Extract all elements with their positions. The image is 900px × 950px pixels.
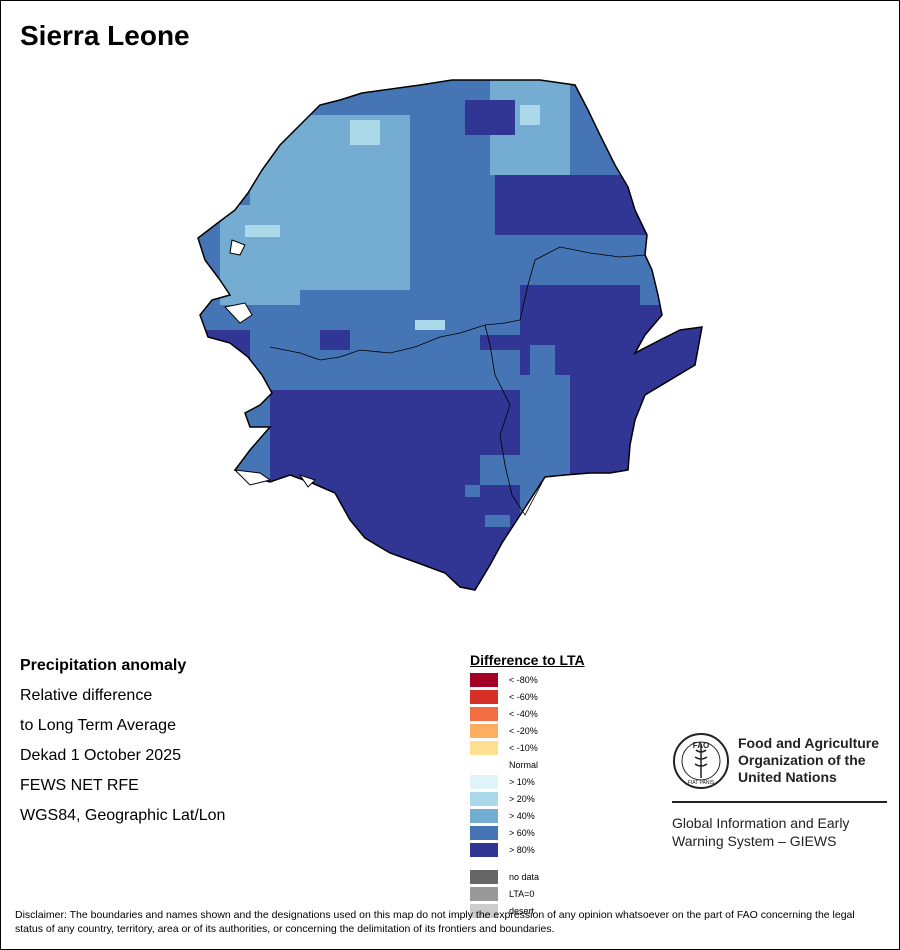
legend-label: LTA=0 — [509, 889, 535, 899]
country-border — [197, 79, 703, 591]
legend-item: < -20% — [470, 724, 585, 741]
legend-title: Difference to LTA — [470, 652, 585, 668]
legend-swatch — [470, 904, 498, 918]
legend-swatch — [470, 826, 498, 840]
info-line: Dekad 1 October 2025 — [20, 747, 181, 764]
giews-name: Global Information and Early Warning Sys… — [672, 814, 849, 850]
raster-cell-gt60 — [480, 455, 520, 485]
legend-item: LTA=0 — [470, 887, 585, 904]
raster-cell-gt40 — [220, 205, 300, 305]
legend-swatch — [470, 673, 498, 687]
legend-swatch — [470, 758, 498, 772]
raster-cell-gt80 — [465, 100, 515, 135]
disclaimer: Disclaimer: The boundaries and names sho… — [15, 909, 855, 935]
legend-label: < -20% — [509, 726, 538, 736]
fao-emblem-motto: FIAT PANIS — [688, 780, 715, 786]
legend-swatch — [470, 690, 498, 704]
legend-item: < -60% — [470, 690, 585, 707]
legend-item: > 60% — [470, 826, 585, 843]
anomaly-raster — [198, 80, 702, 590]
legend-item: desert — [470, 904, 585, 921]
info-line: WGS84, Geographic Lat/Lon — [20, 807, 226, 824]
map-title: Sierra Leone — [20, 20, 190, 51]
fao-emblem-icon: FAO FIAT PANIS — [673, 733, 729, 789]
legend-item: < -80% — [470, 673, 585, 690]
info-heading: Precipitation anomaly — [20, 657, 187, 674]
legend-label: < -60% — [509, 692, 538, 702]
info-line: Relative difference — [20, 687, 153, 704]
fao-emblem-letters: FAO — [693, 741, 709, 750]
info-line: FEWS NET RFE — [20, 777, 139, 794]
legend-item: < -40% — [470, 707, 585, 724]
legend-label: > 40% — [509, 811, 535, 821]
giews-name-line: Warning System – GIEWS — [672, 833, 837, 849]
raster-cell-gt20 — [415, 320, 445, 330]
legend-label: > 60% — [509, 828, 535, 838]
fao-org-name: Food and Agriculture Organization of the… — [738, 735, 879, 786]
province-boundary-southern — [484, 324, 546, 516]
raster-cell-gt80 — [270, 390, 520, 590]
province-boundary-eastern — [519, 246, 646, 321]
legend-swatch — [470, 809, 498, 823]
legend-label: Normal — [509, 760, 539, 770]
fao-org-name-line: Organization of the — [738, 752, 866, 768]
legend-label: < -80% — [509, 675, 538, 685]
legend-swatch — [470, 870, 498, 884]
raster-cell-gt20 — [245, 225, 280, 237]
legend-item: no data — [470, 870, 585, 887]
fao-org-name-line: Food and Agriculture — [738, 735, 880, 751]
raster-cell-gt60 — [250, 350, 520, 390]
legend-swatch — [470, 887, 498, 901]
legend-label: < -40% — [509, 709, 538, 719]
raster-cell-gt80 — [555, 305, 702, 485]
legend-label: no data — [509, 872, 540, 882]
legend: Difference to LTA < -80% < -60% < -40% <… — [470, 652, 585, 921]
coastal-islands — [224, 239, 316, 488]
legend-label: desert — [509, 906, 535, 916]
map-info: Precipitation anomaly Relative differenc… — [20, 656, 225, 836]
legend-label: < -10% — [509, 743, 538, 753]
legend-swatch — [470, 792, 498, 806]
legend-swatch — [470, 707, 498, 721]
legend-item: Normal — [470, 758, 585, 775]
legend-item: > 10% — [470, 775, 585, 792]
province-boundary-north-south — [269, 319, 521, 361]
legend-label: > 10% — [509, 777, 535, 787]
fao-org-name-line: United Nations — [738, 769, 837, 785]
raster-cell-gt80 — [495, 175, 665, 235]
raster-cell-gt80 — [198, 330, 250, 385]
raster-cell-gt60 — [520, 375, 570, 485]
legend-label: > 80% — [509, 845, 535, 855]
legend-item: > 80% — [470, 843, 585, 860]
precipitation-anomaly-map — [197, 79, 703, 591]
raster-cell-gt20 — [350, 120, 380, 145]
legend-swatch — [470, 775, 498, 789]
legend-swatch — [470, 741, 498, 755]
giews-name-line: Global Information and Early — [672, 815, 850, 831]
legend-label: > 20% — [509, 794, 535, 804]
raster-cell-gt20 — [520, 105, 540, 125]
info-line: to Long Term Average — [20, 717, 176, 734]
legend-swatch — [470, 843, 498, 857]
legend-swatch — [470, 724, 498, 738]
raster-cell-gt60 — [485, 515, 510, 527]
legend-item: < -10% — [470, 741, 585, 758]
legend-item: > 20% — [470, 792, 585, 809]
legend-item: > 40% — [470, 809, 585, 826]
fao-divider — [672, 801, 887, 803]
raster-cell-gt60 — [465, 485, 480, 497]
